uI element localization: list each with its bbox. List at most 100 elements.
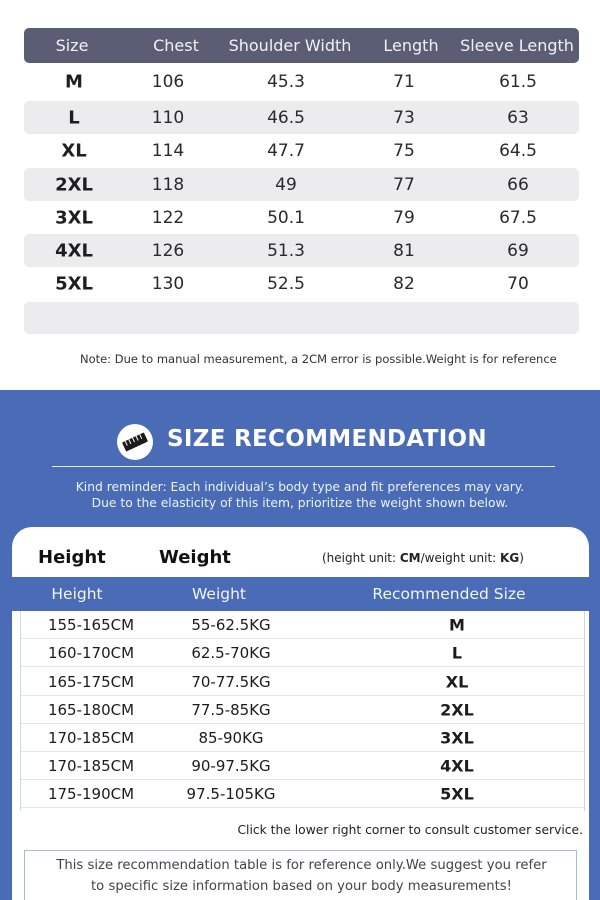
cell-weight: 85-90KG xyxy=(198,728,264,747)
units-note: (height unit: CM/weight unit: KG) xyxy=(322,551,524,565)
table-row: 155-165CM 55-62.5KG M xyxy=(21,611,584,639)
cell-size: XL xyxy=(61,140,87,161)
header-shoulder-width: Shoulder Width xyxy=(228,36,352,55)
cell-chest: 114 xyxy=(151,140,185,161)
cell-shoulder: 47.7 xyxy=(267,140,305,161)
table-row: 170-185CM 90-97.5KG 4XL xyxy=(21,752,584,780)
size-row: L 110 46.5 73 63 xyxy=(24,101,579,134)
cell-recommended-size: M xyxy=(449,615,465,634)
size-row: XL 114 47.7 75 64.5 xyxy=(24,134,579,167)
cell-chest: 106 xyxy=(151,71,185,92)
cell-recommended-size: XL xyxy=(445,672,469,691)
cell-chest: 126 xyxy=(151,240,185,261)
header-recommended-size: Recommended Size xyxy=(372,585,526,603)
cell-length: 71 xyxy=(393,71,415,92)
cell-sleeve: 61.5 xyxy=(499,71,537,92)
cell-length: 82 xyxy=(393,273,415,294)
cell-length: 75 xyxy=(393,140,415,161)
cell-shoulder: 50.1 xyxy=(267,207,305,228)
title-divider xyxy=(52,466,555,467)
size-chart: Size Chest Shoulder Width Length Sleeve … xyxy=(0,0,600,390)
recommendation-table: 155-165CM 55-62.5KG M 160-170CM 62.5-70K… xyxy=(20,611,585,811)
cell-weight: 70-77.5KG xyxy=(191,672,271,691)
cell-height: 175-190CM xyxy=(47,784,135,803)
disclaimer-box: This size recommendation table is for re… xyxy=(24,850,577,900)
cell-shoulder: 51.3 xyxy=(267,240,305,261)
header-weight: Weight xyxy=(191,585,247,603)
recommendation-title-row: SIZE RECOMMENDATION xyxy=(0,420,600,460)
cell-length: 73 xyxy=(393,107,415,128)
cell-height: 165-180CM xyxy=(47,700,135,719)
table-row: 170-185CM 85-90KG 3XL xyxy=(21,724,584,752)
cell-sleeve: 69 xyxy=(507,240,529,261)
cell-weight: 55-62.5KG xyxy=(191,615,271,634)
cell-size: M xyxy=(65,71,83,92)
table-row: 165-180CM 77.5-85KG 2XL xyxy=(21,696,584,724)
header-sleeve-length: Sleeve Length xyxy=(460,36,574,55)
cell-length: 81 xyxy=(393,240,415,261)
cell-sleeve: 66 xyxy=(507,174,529,195)
size-row: 3XL 122 50.1 79 67.5 xyxy=(24,201,579,234)
cell-length: 77 xyxy=(393,174,415,195)
cell-shoulder: 46.5 xyxy=(267,107,305,128)
cell-recommended-size: 5XL xyxy=(440,784,474,803)
recommendation-title: SIZE RECOMMENDATION xyxy=(167,426,487,452)
cell-sleeve: 67.5 xyxy=(499,207,537,228)
cell-height: 170-185CM xyxy=(47,728,135,747)
cell-shoulder: 49 xyxy=(275,174,297,195)
measuring-tape-icon xyxy=(117,424,153,460)
consult-customer-service-text: Click the lower right corner to consult … xyxy=(237,823,583,837)
header-size: Size xyxy=(55,36,89,55)
size-row: 2XL 118 49 77 66 xyxy=(24,168,579,201)
cell-sleeve: 64.5 xyxy=(499,140,537,161)
measurement-note: Note: Due to manual measurement, a 2CM e… xyxy=(80,352,557,366)
cell-recommended-size: L xyxy=(451,643,463,662)
cell-size: 3XL xyxy=(55,207,93,228)
cell-weight: 97.5-105KG xyxy=(186,784,276,803)
size-row: M 106 45.3 71 61.5 xyxy=(24,65,579,98)
cell-height: 170-185CM xyxy=(47,756,135,775)
cell-shoulder: 45.3 xyxy=(267,71,305,92)
size-recommendation-section: SIZE RECOMMENDATION Kind reminder: Each … xyxy=(0,390,600,900)
reminder-line-1: Kind reminder: Each individual’s body ty… xyxy=(75,480,525,494)
size-row: 5XL 130 52.5 82 70 xyxy=(24,267,579,300)
cell-chest: 110 xyxy=(151,107,185,128)
recommendation-card: Height Weight (height unit: CM/weight un… xyxy=(12,527,589,900)
cell-weight: 90-97.5KG xyxy=(191,756,271,775)
cell-length: 79 xyxy=(393,207,415,228)
empty-row xyxy=(24,302,579,334)
cell-chest: 130 xyxy=(151,273,185,294)
cell-size: 2XL xyxy=(55,174,93,195)
cell-weight: 62.5-70KG xyxy=(191,643,271,662)
cell-chest: 122 xyxy=(151,207,185,228)
cell-sleeve: 70 xyxy=(507,273,529,294)
header-length: Length xyxy=(383,36,439,55)
disclaimer-line-2: to specific size information based on yo… xyxy=(91,879,512,894)
card-header: Height Weight (height unit: CM/weight un… xyxy=(12,527,589,577)
cell-height: 160-170CM xyxy=(47,643,135,662)
header-height: Height xyxy=(51,585,103,603)
cell-sleeve: 63 xyxy=(507,107,529,128)
table-row: 165-175CM 70-77.5KG XL xyxy=(21,668,584,696)
cell-size: 5XL xyxy=(55,273,93,294)
cell-chest: 118 xyxy=(151,174,185,195)
cell-size: L xyxy=(68,107,80,128)
size-chart-header: Size Chest Shoulder Width Length Sleeve … xyxy=(24,28,579,63)
disclaimer-line-1: This size recommendation table is for re… xyxy=(56,858,547,873)
cell-weight: 77.5-85KG xyxy=(191,700,271,719)
card-weight-label: Weight xyxy=(159,547,231,568)
cell-recommended-size: 2XL xyxy=(440,700,474,719)
header-chest: Chest xyxy=(153,36,199,55)
cell-recommended-size: 4XL xyxy=(440,756,474,775)
recommendation-table-header: Height Weight Recommended Size xyxy=(12,577,589,611)
cell-shoulder: 52.5 xyxy=(267,273,305,294)
table-row: 175-190CM 97.5-105KG 5XL xyxy=(21,780,584,808)
cell-height: 155-165CM xyxy=(47,615,135,634)
cell-height: 165-175CM xyxy=(47,672,135,691)
cell-recommended-size: 3XL xyxy=(440,728,474,747)
reminder-line-2: Due to the elasticity of this item, prio… xyxy=(91,496,509,510)
card-height-label: Height xyxy=(38,547,106,568)
cell-size: 4XL xyxy=(55,240,93,261)
table-row: 160-170CM 62.5-70KG L xyxy=(21,639,584,667)
size-row: 4XL 126 51.3 81 69 xyxy=(24,234,579,267)
